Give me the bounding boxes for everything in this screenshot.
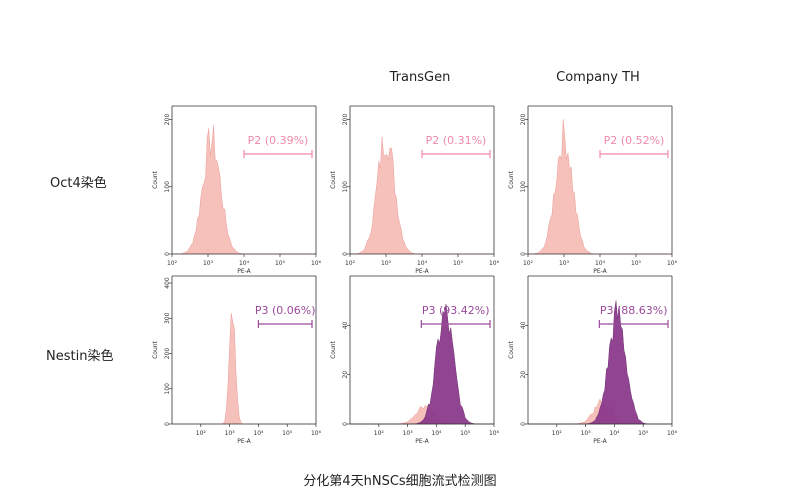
x-tick-label: 10⁵ (275, 260, 286, 267)
y-tick-label: 200 (164, 348, 171, 360)
gate-label: P2 (0.31%) (426, 134, 487, 147)
x-tick-label: 10³ (203, 260, 214, 267)
y-axis-label: Count (508, 340, 515, 358)
y-tick-label: 200 (342, 114, 349, 126)
x-axis-label: PE-A (593, 438, 607, 445)
histogram-panel-nestin-transgen: 10² 10³ 10⁴ 10⁵ 10⁶ 0 20 40 PE-A Count P3 (93.42%) (330, 275, 500, 445)
y-tick-label: 100 (164, 383, 171, 395)
y-axis-label: Count (152, 170, 159, 188)
histogram-panel-nestin-control: 10² 10³ 10⁴ 10⁵ 10⁶ 0 100 200 300 400 PE-A Count P3 … (152, 275, 322, 445)
histogram-panel-nestin-company-th: 10² 10³ 10⁴ 10⁵ 10⁶ 0 20 40 PE-A Count P3 (88.63%) (508, 275, 678, 445)
y-tick-label: 20 (520, 371, 527, 379)
x-tick-label: 10⁵ (460, 430, 471, 437)
x-tick-label: 10³ (381, 260, 392, 267)
x-tick-label: 10⁶ (311, 260, 322, 267)
x-tick-label: 10³ (581, 430, 592, 437)
y-tick-label: 0 (520, 252, 527, 256)
x-tick-label: 10⁶ (667, 430, 678, 437)
x-tick-label: 10⁴ (609, 430, 620, 437)
x-tick-label: 10³ (403, 430, 414, 437)
x-tick-label: 10³ (225, 430, 236, 437)
x-axis-label: PE-A (415, 268, 429, 275)
x-tick-label: 10⁶ (667, 260, 678, 267)
x-tick-label: 10² (345, 260, 356, 267)
figure-caption: 分化第4天hNSCs细胞流式检测图 (303, 474, 497, 489)
column-title-transgen: TransGen (389, 70, 451, 85)
y-axis-label: Count (330, 340, 337, 358)
x-axis-label: PE-A (237, 438, 251, 445)
x-tick-label: 10² (196, 430, 207, 437)
gate-label: P2 (0.39%) (248, 134, 309, 147)
histogram-series-purple (350, 304, 494, 425)
histogram-series-pink (172, 312, 316, 425)
x-tick-label: 10⁵ (638, 430, 649, 437)
histogram-panel-oct4-company-th: 10² 10³ 10⁴ 10⁵ 10⁶ 0 100 200 PE-A Count P2 (0.52%… (508, 105, 678, 275)
x-tick-label: 10⁶ (311, 430, 322, 437)
x-tick-label: 10⁴ (417, 260, 428, 267)
y-axis-label: Count (508, 170, 515, 188)
x-tick-label: 10⁵ (631, 260, 642, 267)
column-title-company-th: Company TH (556, 70, 640, 85)
x-tick-label: 10⁶ (489, 260, 500, 267)
x-tick-label: 10³ (559, 260, 570, 267)
y-tick-label: 300 (164, 312, 171, 324)
y-tick-label: 0 (164, 422, 171, 426)
row-label-nestin: Nestin染色 (46, 349, 114, 364)
x-tick-label: 10⁴ (253, 430, 264, 437)
gate-label: P2 (0.52%) (604, 134, 665, 147)
y-tick-label: 100 (164, 181, 171, 193)
y-tick-label: 20 (342, 371, 349, 379)
y-axis-label: Count (152, 340, 159, 358)
gate-label: P3 (0.06%) (255, 304, 316, 317)
x-tick-label: 10⁵ (282, 430, 293, 437)
x-tick-label: 10² (374, 430, 385, 437)
y-tick-label: 200 (520, 114, 527, 126)
gate-label: P3 (88.63%) (600, 304, 668, 317)
x-tick-label: 10⁵ (453, 260, 464, 267)
y-tick-label: 0 (520, 422, 527, 426)
y-tick-label: 400 (164, 277, 171, 289)
y-tick-label: 0 (342, 252, 349, 256)
x-tick-label: 10⁴ (239, 260, 250, 267)
y-tick-label: 200 (164, 114, 171, 126)
x-tick-label: 10² (167, 260, 178, 267)
y-tick-label: 0 (164, 252, 171, 256)
y-tick-label: 40 (342, 321, 349, 329)
y-tick-label: 100 (520, 181, 527, 193)
gate-label: P3 (93.42%) (422, 304, 490, 317)
x-tick-label: 10⁶ (489, 430, 500, 437)
x-tick-label: 10⁴ (595, 260, 606, 267)
y-tick-label: 40 (520, 321, 527, 329)
row-label-oct4: Oct4染色 (50, 176, 107, 191)
x-tick-label: 10² (552, 430, 563, 437)
y-axis-label: Count (330, 170, 337, 188)
x-tick-label: 10⁴ (431, 430, 442, 437)
x-tick-label: 10² (523, 260, 534, 267)
x-axis-label: PE-A (415, 438, 429, 445)
histogram-panel-oct4-transgen: 10² 10³ 10⁴ 10⁵ 10⁶ 0 100 200 PE-A Count P2 (0.31%… (330, 105, 500, 275)
y-tick-label: 100 (342, 181, 349, 193)
histogram-panel-oct4-control: 10² 10³ 10⁴ 10⁵ 10⁶ 0 100 200 PE-A Count P2 (0.39%… (152, 105, 322, 275)
x-axis-label: PE-A (593, 268, 607, 275)
y-tick-label: 0 (342, 422, 349, 426)
x-axis-label: PE-A (237, 268, 251, 275)
